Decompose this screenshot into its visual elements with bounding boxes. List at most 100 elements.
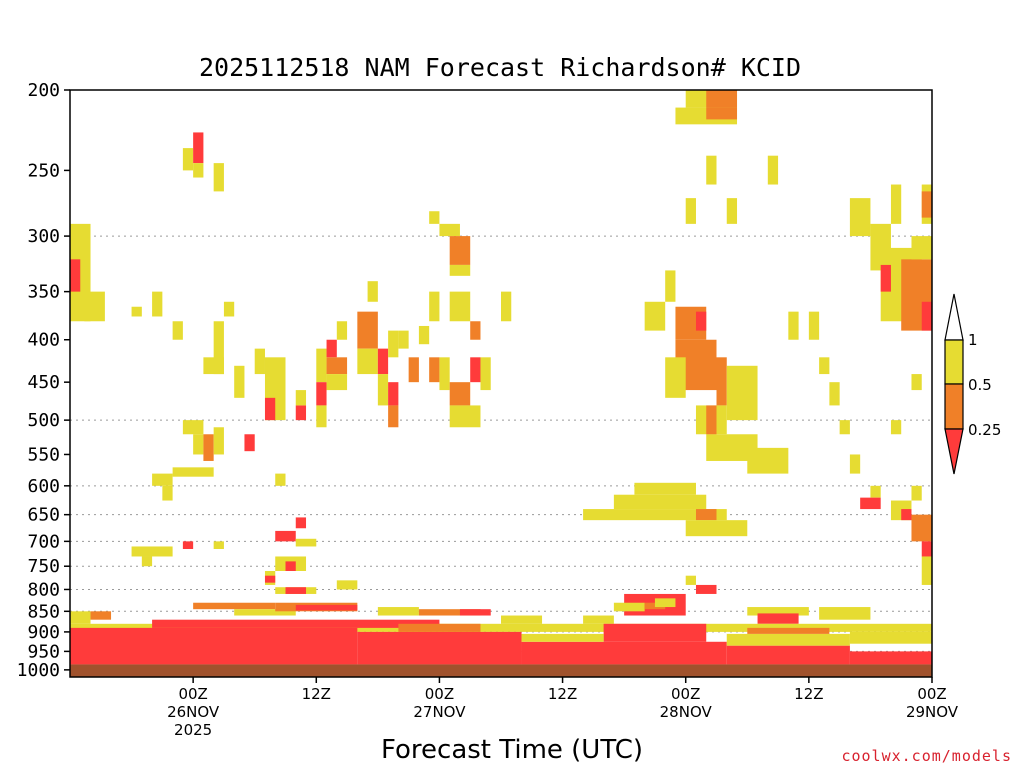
ri-cell-16 [264, 397, 276, 421]
ri-cell-105 [849, 198, 871, 237]
ri-cell-42 [449, 405, 481, 428]
ri-cell-134 [890, 420, 902, 435]
ri-cell-8 [131, 306, 142, 317]
y-tick-label-900: 900 [27, 622, 60, 643]
y-tick-label-450: 450 [27, 372, 60, 393]
ri-cell-28 [357, 348, 378, 375]
colorbar-label-2: 0.25 [968, 421, 1001, 439]
ri-cell-55 [193, 434, 204, 455]
ri-cell-52 [162, 485, 173, 501]
chart-title: 2025112518 NAM Forecast Richardson# KCID [199, 53, 801, 82]
ri-cell-30 [377, 374, 389, 406]
data-cells [70, 90, 932, 665]
ri-cell-115 [921, 191, 932, 218]
ri-cell-133 [911, 374, 922, 391]
ri-cell-43 [470, 321, 481, 340]
ri-cell-76 [583, 509, 727, 521]
ri-cell-95 [706, 155, 717, 185]
ri-cell-39 [439, 357, 450, 391]
ri-cell-10 [223, 301, 235, 317]
ri-cell-85 [716, 357, 727, 406]
colorbar-yellow [944, 339, 964, 385]
ri-cell-79 [644, 301, 666, 331]
ri-cell-19 [316, 348, 327, 383]
ri-cell-65 [295, 517, 307, 529]
ri-cell-149 [747, 607, 809, 616]
ri-cell-177 [726, 633, 850, 646]
ri-cell-159 [193, 602, 276, 610]
x-tick-label-3-1: 12Z [548, 685, 577, 703]
ri-cell-179 [849, 651, 932, 665]
y-tick-label-650: 650 [27, 505, 60, 526]
ri-cell-70 [264, 575, 276, 583]
ri-cell-161 [70, 611, 91, 624]
ri-cell-111 [921, 301, 932, 331]
ri-cell-103 [839, 420, 850, 435]
ri-cell-136 [860, 497, 881, 510]
ri-cell-150 [757, 613, 799, 624]
x-axis-label: Forecast Time (UTC) [381, 735, 643, 765]
ri-cell-178 [747, 627, 830, 634]
ri-cell-62 [182, 541, 194, 549]
ri-cell-38 [429, 357, 440, 383]
ri-cell-35 [398, 330, 409, 349]
colorbar-label-1: 0.5 [968, 376, 992, 394]
ri-cell-152 [695, 584, 717, 594]
ri-cell-102 [829, 382, 840, 406]
ri-cell-63 [213, 541, 224, 549]
ri-cell-21 [316, 405, 327, 428]
ri-cell-169 [70, 627, 358, 665]
ri-cell-92 [706, 90, 738, 108]
x-tick-label-2-1: 00Z [425, 685, 454, 703]
x-tick-label-6-2: 29NOV [906, 703, 959, 721]
ri-cell-108 [880, 264, 891, 292]
ri-cell-112 [911, 236, 932, 260]
ri-cell-104 [849, 454, 861, 474]
ri-cell-45 [480, 357, 491, 391]
ri-cell-164 [295, 604, 358, 611]
ri-cell-29 [377, 348, 389, 375]
ri-cell-153 [501, 615, 543, 624]
ri-cell-41 [449, 382, 471, 406]
ri-cell-94 [706, 107, 738, 120]
ri-cell-11 [213, 321, 224, 375]
ri-cell-56 [203, 434, 214, 461]
ri-cell-25 [336, 321, 348, 340]
x-tick-label-1-1: 12Z [302, 685, 331, 703]
ri-cell-64 [275, 530, 296, 542]
ri-cell-23 [326, 357, 348, 375]
ri-cell-141 [921, 541, 932, 557]
ri-cell-168 [70, 623, 932, 632]
ri-cell-13 [234, 365, 245, 398]
ri-cell-170 [152, 619, 440, 628]
ri-cell-1 [84, 291, 105, 322]
ri-cell-167 [459, 609, 491, 616]
ri-cell-54 [182, 420, 204, 435]
ri-cell-101 [819, 357, 830, 375]
ri-cell-135 [870, 485, 881, 498]
ri-cell-49 [449, 236, 471, 265]
ri-cell-32 [388, 330, 399, 358]
ri-cell-75 [613, 494, 707, 510]
ri-cell-97 [726, 198, 738, 224]
ri-cell-180 [849, 631, 932, 644]
ri-cell-50 [449, 264, 471, 276]
ri-cell-26 [367, 281, 378, 302]
ri-cell-100 [808, 311, 820, 340]
ri-cell-81 [695, 311, 707, 331]
ri-cell-17 [295, 405, 307, 421]
ri-cell-166 [418, 609, 481, 616]
ri-cell-59 [275, 473, 286, 486]
ri-cell-174 [603, 623, 707, 642]
ri-cell-60 [131, 546, 173, 557]
ri-cell-24 [326, 374, 348, 391]
y-tick-label-550: 550 [27, 444, 60, 465]
x-tick-label-0-1: 00Z [178, 685, 207, 703]
ri-cell-36 [418, 325, 430, 345]
ri-cell-27 [357, 311, 378, 349]
ri-cell-176 [726, 645, 850, 665]
ri-cell-139 [901, 509, 912, 521]
ri-cell-46 [501, 291, 512, 322]
ri-cell-37 [429, 291, 440, 322]
x-tick-label-2-2: 27NOV [413, 703, 466, 721]
